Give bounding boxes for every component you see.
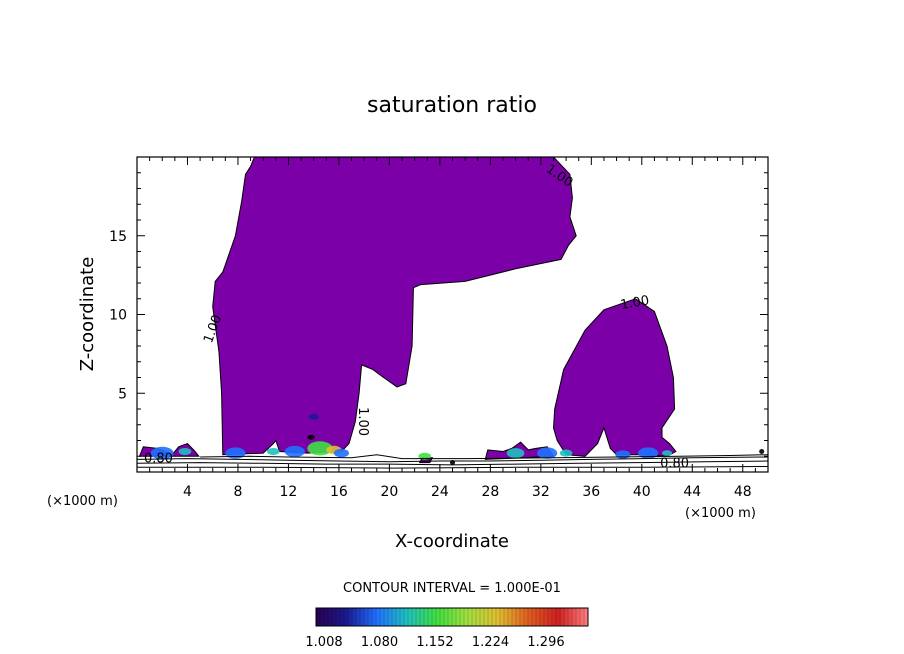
hotspot-18 [759,449,765,455]
region-left-tower [212,157,577,456]
x-tick-label-40: 40 [633,484,651,500]
x-tick-label-28: 28 [481,484,499,500]
contour-label-3: 1.00 [355,407,370,436]
regions-layer [138,157,677,464]
x-unit-left: (×1000 m) [47,494,118,509]
y-axis-label: Z-coordinate [77,257,98,372]
hotspot-3 [266,447,280,456]
hotspot-1 [178,447,192,456]
contour-label-4: 0.80 [144,452,173,467]
x-tick-label-24: 24 [431,484,449,500]
hotspot-0 [150,446,174,460]
colorbar-label-3: 1.224 [472,635,509,650]
chart-title: saturation ratio [367,93,537,118]
x-tick-label-48: 48 [734,484,752,500]
x-tick-label-36: 36 [582,484,600,500]
hotspot-12 [506,448,525,459]
contour-labels-layer: 1.001.001.001.000.80 0.80 [144,162,689,472]
contour-interval-text: CONTOUR INTERVAL = 1.000E-01 [343,581,561,596]
hotspot-17 [661,450,673,456]
region-right-tower [552,298,677,457]
y-tick-label-15: 15 [109,229,127,245]
y-axis: 5 10 15 [109,172,768,457]
colorbar-fill [315,607,589,627]
colorbar-label-0: 1.008 [305,635,342,650]
ground-contours-layer [137,454,768,469]
hotspot-4 [284,445,305,458]
x-tick-label-12: 12 [280,484,298,500]
hotspot-7 [333,448,350,458]
hotspot-9 [307,434,315,440]
hotspot-16 [638,447,659,459]
x-unit-right: (×1000 m) [685,506,756,521]
colorbar-labels: 1.008 1.080 1.152 1.224 1.296 [305,635,564,650]
x-tick-label-32: 32 [532,484,550,500]
x-tick-label-20: 20 [380,484,398,500]
x-tick-label-4: 4 [183,484,192,500]
y-tick-label-5: 5 [118,386,127,402]
contour-label-5: 0.80 [660,456,689,471]
y-tick-label-10: 10 [109,308,127,324]
hotspot-8 [308,414,319,420]
ground-contour-3 [200,454,768,460]
x-tick-label-16: 16 [330,484,348,500]
colorbar-stripes [319,608,585,626]
ground-contour-2 [137,466,768,469]
hotspot-13 [537,447,558,459]
hotspot-10 [418,452,432,460]
hotspot-5 [307,441,333,456]
contour-label-1: 1.00 [619,293,650,313]
colorbar-label-4: 1.296 [527,635,564,650]
x-tick-label-44: 44 [683,484,701,500]
colorbar: 1.008 1.080 1.152 1.224 1.296 [305,607,589,650]
colorbar-label-1: 1.080 [361,635,398,650]
hotspot-2 [225,447,246,459]
colorbar-label-2: 1.152 [416,635,453,650]
ground-contour-0 [137,460,768,466]
x-axis-label: X-coordinate [395,531,509,552]
x-tick-label-8: 8 [233,484,242,500]
x-axis: 4 8 12 16 20 24 28 32 36 40 44 48 [149,157,756,500]
hotspots-layer [150,414,765,466]
plot-area: 1.001.001.001.000.80 0.80 [137,157,768,471]
hotspot-15 [615,450,631,459]
hotspot-14 [559,449,573,457]
ground-contour-1 [137,456,768,463]
